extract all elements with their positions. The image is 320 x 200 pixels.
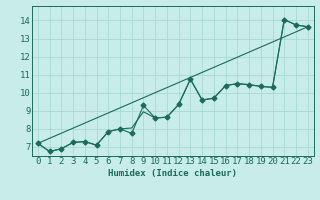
X-axis label: Humidex (Indice chaleur): Humidex (Indice chaleur): [108, 169, 237, 178]
